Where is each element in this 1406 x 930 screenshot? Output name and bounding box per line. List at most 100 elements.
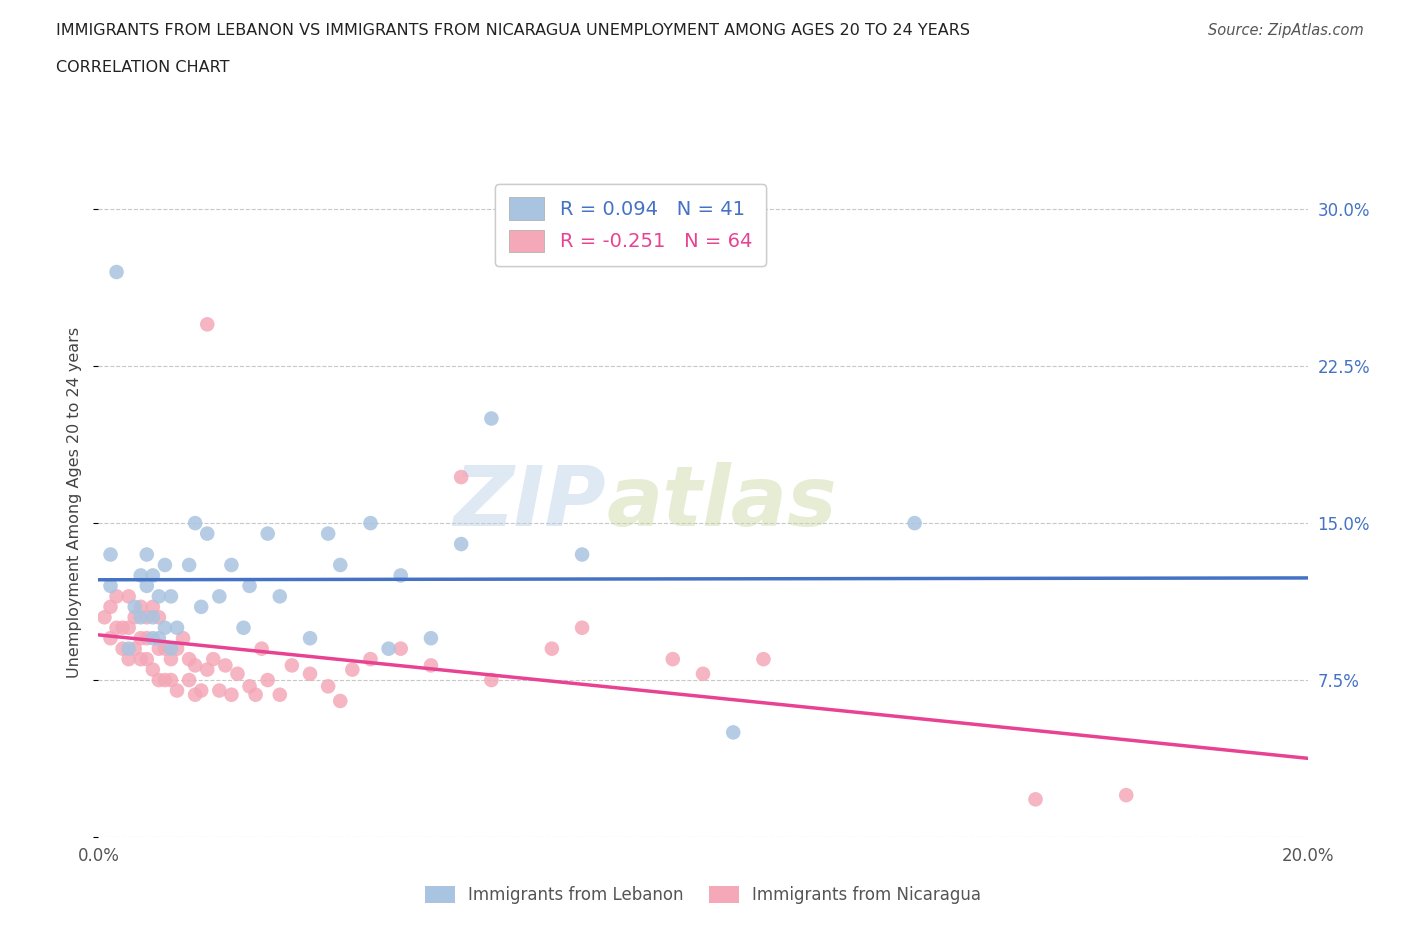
Point	[221, 558, 243, 573]
Legend: R = 0.094   N = 41, R = -0.251   N = 64: R = 0.094 N = 41, R = -0.251 N = 64	[495, 184, 765, 266]
Point	[190, 683, 212, 698]
Point	[100, 631, 122, 645]
Point	[481, 411, 503, 426]
Point	[118, 620, 141, 635]
Point	[299, 667, 322, 682]
Point	[100, 578, 122, 593]
Point	[100, 547, 122, 562]
Point	[160, 589, 183, 604]
Point	[184, 687, 207, 702]
Point	[184, 658, 207, 673]
Point	[142, 600, 165, 615]
Point	[450, 470, 472, 485]
Point	[124, 642, 146, 657]
Point	[160, 652, 183, 667]
Point	[184, 516, 207, 531]
Point	[239, 679, 262, 694]
Point	[208, 589, 231, 604]
Point	[135, 578, 157, 593]
Point	[105, 265, 128, 280]
Point	[420, 658, 443, 673]
Point	[118, 589, 141, 604]
Point	[389, 642, 412, 657]
Point	[221, 687, 243, 702]
Point	[160, 672, 183, 687]
Point	[129, 568, 152, 583]
Point	[129, 652, 152, 667]
Point	[166, 642, 188, 657]
Point	[160, 642, 183, 657]
Point	[166, 683, 188, 698]
Point	[360, 652, 382, 667]
Point	[281, 658, 304, 673]
Point	[142, 631, 165, 645]
Point	[129, 631, 152, 645]
Point	[481, 672, 503, 687]
Point	[124, 610, 146, 625]
Point	[540, 642, 562, 657]
Point	[214, 658, 236, 673]
Point	[93, 610, 115, 625]
Text: Source: ZipAtlas.com: Source: ZipAtlas.com	[1208, 23, 1364, 38]
Point	[148, 631, 170, 645]
Point	[256, 672, 278, 687]
Point	[269, 589, 291, 604]
Point	[111, 620, 134, 635]
Text: CORRELATION CHART: CORRELATION CHART	[56, 60, 229, 75]
Legend: Immigrants from Lebanon, Immigrants from Nicaragua: Immigrants from Lebanon, Immigrants from…	[416, 878, 990, 912]
Point	[571, 620, 593, 635]
Point	[245, 687, 267, 702]
Point	[904, 516, 927, 531]
Point	[135, 547, 157, 562]
Point	[153, 620, 176, 635]
Point	[135, 652, 157, 667]
Point	[239, 578, 262, 593]
Point	[195, 662, 218, 677]
Point	[142, 568, 165, 583]
Point	[1115, 788, 1137, 803]
Point	[148, 642, 170, 657]
Point	[195, 317, 218, 332]
Point	[208, 683, 231, 698]
Text: IMMIGRANTS FROM LEBANON VS IMMIGRANTS FROM NICARAGUA UNEMPLOYMENT AMONG AGES 20 : IMMIGRANTS FROM LEBANON VS IMMIGRANTS FR…	[56, 23, 970, 38]
Point	[389, 568, 412, 583]
Point	[179, 672, 201, 687]
Point	[571, 547, 593, 562]
Point	[202, 652, 225, 667]
Point	[129, 610, 152, 625]
Point	[299, 631, 322, 645]
Y-axis label: Unemployment Among Ages 20 to 24 years: Unemployment Among Ages 20 to 24 years	[67, 326, 83, 678]
Point	[124, 600, 146, 615]
Point	[232, 620, 254, 635]
Point	[172, 631, 194, 645]
Point	[342, 662, 364, 677]
Point	[1024, 792, 1046, 807]
Point	[111, 642, 134, 657]
Point	[420, 631, 443, 645]
Point	[135, 631, 157, 645]
Point	[142, 610, 165, 625]
Point	[105, 589, 128, 604]
Point	[662, 652, 685, 667]
Point	[316, 679, 339, 694]
Point	[256, 526, 278, 541]
Point	[118, 652, 141, 667]
Text: ZIP: ZIP	[454, 461, 606, 543]
Point	[118, 642, 141, 657]
Point	[692, 667, 714, 682]
Point	[179, 558, 201, 573]
Point	[105, 620, 128, 635]
Text: atlas: atlas	[606, 461, 837, 543]
Point	[329, 694, 352, 709]
Point	[148, 589, 170, 604]
Point	[153, 672, 176, 687]
Point	[377, 642, 399, 657]
Point	[179, 652, 201, 667]
Point	[100, 600, 122, 615]
Point	[752, 652, 775, 667]
Point	[316, 526, 339, 541]
Point	[250, 642, 273, 657]
Point	[166, 620, 188, 635]
Point	[142, 662, 165, 677]
Point	[195, 526, 218, 541]
